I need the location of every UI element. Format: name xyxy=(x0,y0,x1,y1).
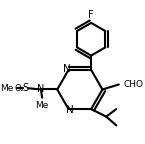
Text: N: N xyxy=(37,85,45,94)
Text: Me: Me xyxy=(0,84,13,93)
Text: O₂: O₂ xyxy=(14,84,24,93)
Text: Me: Me xyxy=(36,101,49,110)
Text: N: N xyxy=(66,105,74,115)
Text: F: F xyxy=(88,10,94,20)
Text: S: S xyxy=(23,83,29,93)
Text: CHO: CHO xyxy=(123,80,143,89)
Text: N: N xyxy=(63,64,71,74)
